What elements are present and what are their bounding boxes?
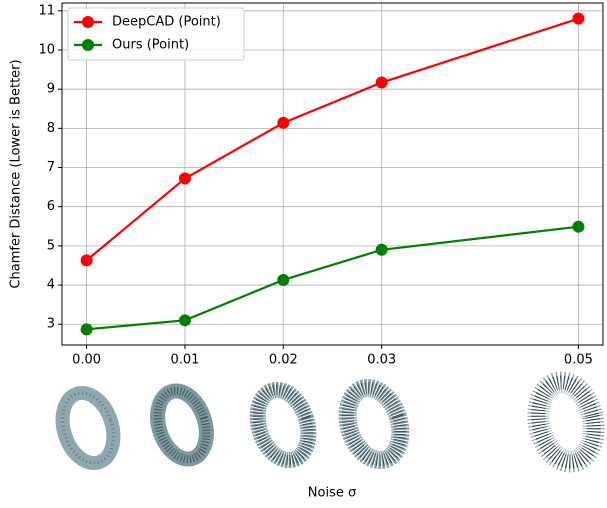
data-point <box>572 221 584 233</box>
data-point <box>376 244 388 256</box>
data-point <box>81 323 93 335</box>
x-tick-label: 0.02 <box>269 353 298 368</box>
data-point <box>376 77 388 89</box>
data-point <box>277 274 289 286</box>
y-tick-label: 9 <box>47 82 55 97</box>
y-tick-label: 6 <box>47 199 55 214</box>
y-tick-label: 8 <box>47 121 55 136</box>
y-tick-label: 11 <box>38 3 55 18</box>
legend-marker <box>82 16 94 28</box>
chart: Noise σ Chamfer Distance (Lower is Bette… <box>0 0 607 508</box>
data-point <box>572 13 584 25</box>
torus-render <box>531 377 600 466</box>
data-point <box>81 254 93 266</box>
legend-marker <box>82 39 94 51</box>
torus-render <box>149 385 214 466</box>
x-tick-label: 0.00 <box>72 353 101 368</box>
legend: DeepCAD (Point) Ours (Point) <box>68 8 244 60</box>
torus-render <box>339 381 409 467</box>
torus-render <box>249 383 317 466</box>
x-tick-label: 0.01 <box>170 353 199 368</box>
x-tick-label: 0.05 <box>564 353 593 368</box>
data-point <box>179 173 191 185</box>
data-point <box>277 117 289 129</box>
data-point <box>179 314 191 326</box>
y-tick-label: 4 <box>47 278 55 293</box>
series-line <box>87 227 579 330</box>
point-cloud-renders <box>54 377 601 469</box>
y-tick-label: 10 <box>38 43 55 58</box>
y-axis-label: Chamfer Distance (Lower is Better) <box>9 59 24 288</box>
y-tick-label: 3 <box>47 317 55 332</box>
x-axis-label: Noise σ <box>308 486 356 501</box>
torus-render <box>54 386 122 469</box>
legend-label: DeepCAD (Point) <box>112 15 221 30</box>
legend-label: Ours (Point) <box>112 38 189 53</box>
x-tick-label: 0.03 <box>367 353 396 368</box>
y-tick-label: 7 <box>47 160 55 175</box>
y-tick-label: 5 <box>47 238 55 253</box>
